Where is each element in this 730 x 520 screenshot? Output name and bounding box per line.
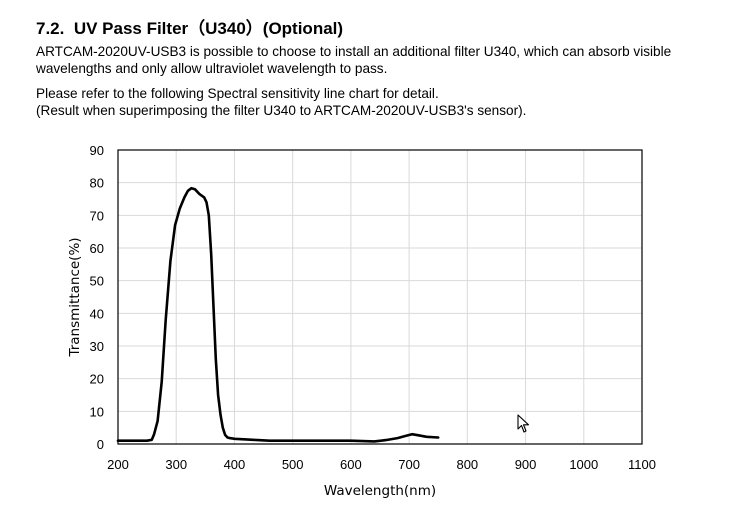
- section-heading: 7.2. UV Pass Filter（U340）(Optional): [36, 14, 343, 39]
- x-tick-label: 600: [340, 457, 362, 472]
- y-tick-label: 10: [90, 404, 104, 419]
- section-number: 7.2.: [36, 19, 65, 38]
- reference-line-2: (Result when superimposing the filter U3…: [36, 103, 527, 118]
- x-tick-label: 300: [165, 457, 187, 472]
- x-tick-label: 200: [107, 457, 129, 472]
- y-axis-label: Transmittance(%): [67, 237, 83, 357]
- series-group: [116, 186, 440, 443]
- x-tick-label: 500: [282, 457, 304, 472]
- y-tick-labels: 0 10 20 30 40 50 60 70 80 90: [90, 143, 104, 452]
- intro-paragraph: ARTCAM-2020UV-USB3 is possible to choose…: [36, 43, 716, 77]
- x-tick-label: 700: [398, 457, 420, 472]
- x-tick-label: 800: [456, 457, 478, 472]
- y-tick-label: 70: [90, 208, 104, 223]
- intro-line-1: ARTCAM-2020UV-USB3 is possible to choose…: [36, 44, 672, 59]
- y-tick-label: 0: [97, 437, 104, 452]
- x-tick-label: 400: [224, 457, 246, 472]
- reference-line-1: Please refer to the following Spectral s…: [36, 86, 439, 101]
- section-title: UV Pass Filter（U340）(Optional): [73, 19, 344, 38]
- x-tick-label: 1100: [628, 457, 656, 472]
- x-tick-label: 900: [515, 457, 537, 472]
- intro-line-2: wavelengths and only allow ultraviolet w…: [36, 61, 388, 76]
- x-tick-labels: 200 300 400 500 600 700 800 900 1000 1100: [107, 457, 656, 472]
- chart-grid: [118, 150, 642, 444]
- x-tick-label: 1000: [569, 457, 598, 472]
- reference-paragraph: Please refer to the following Spectral s…: [36, 85, 716, 119]
- y-tick-label: 90: [90, 143, 104, 158]
- y-tick-label: 20: [90, 372, 104, 387]
- x-axis-label: Wavelength(nm): [324, 483, 436, 499]
- y-tick-label: 60: [90, 241, 104, 256]
- y-tick-label: 30: [90, 339, 104, 354]
- plot-area-frame: [117, 149, 643, 445]
- y-tick-label: 80: [90, 176, 104, 191]
- transmittance-series-line: [116, 186, 440, 443]
- mouse-pointer-icon: [517, 414, 530, 433]
- y-tick-label: 50: [90, 274, 104, 289]
- y-tick-label: 40: [90, 306, 104, 321]
